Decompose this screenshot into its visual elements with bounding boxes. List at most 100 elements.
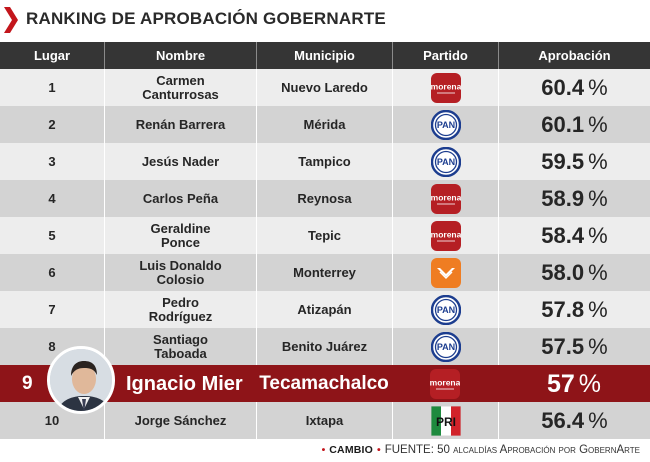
name-line: Jesús Nader	[141, 153, 220, 169]
table-header: Lugar Nombre Municipio Partido Aprobació…	[0, 42, 650, 69]
approval-value: 57	[546, 369, 575, 398]
svg-text:morena: morena	[431, 192, 461, 202]
table-row: 2 Renán Barrera Mérida PAN 60.1%	[0, 106, 650, 143]
morena-logo-icon: morena	[430, 368, 460, 399]
approval-value: 58.4	[541, 222, 585, 248]
table-row: 8 Santiago Taboada Benito Juárez PAN 57.5%	[0, 328, 650, 365]
source-note: FUENTE: 50 alcaldías Aprobación por Gobe…	[384, 444, 640, 456]
name-line: Carlos Peña	[142, 190, 219, 206]
percent-sign: %	[588, 333, 608, 359]
pan-logo-icon: PAN	[430, 109, 461, 140]
cell-lugar: 9	[22, 372, 33, 394]
header-aprobacion: Aprobación	[498, 42, 650, 69]
name-line: Renán Barrera	[135, 116, 226, 132]
percent-sign: %	[588, 296, 608, 322]
party-logo: morena	[392, 217, 498, 254]
name-line: Ponce	[160, 234, 200, 250]
svg-text:PRI: PRI	[435, 415, 455, 429]
bullet: •	[377, 444, 381, 456]
cell-municipio: Mérida	[256, 106, 392, 143]
cell-lugar: 8	[48, 338, 56, 354]
cell-nombre: Jorge Sánchez	[104, 402, 256, 439]
party-logo: morena	[392, 69, 498, 106]
svg-text:PAN: PAN	[436, 157, 454, 167]
cell-lugar: 1	[48, 79, 56, 95]
pan-logo-icon: PAN	[430, 294, 461, 325]
chevron-right-icon	[4, 7, 18, 33]
name-line: Rodríguez	[148, 308, 213, 324]
approval-value: 59.5	[541, 148, 585, 174]
name-text: Pedro Rodríguez	[148, 295, 213, 324]
cell-lugar: 5	[48, 227, 56, 243]
cell-municipio: Reynosa	[256, 180, 392, 217]
name-line: Taboada	[154, 345, 207, 361]
svg-text:PAN: PAN	[436, 120, 454, 130]
cell-aprobacion: 57.8%	[498, 291, 650, 328]
cell-aprobacion: 57.5%	[498, 328, 650, 365]
cell-municipio: Tecamachalco	[259, 372, 389, 394]
cell-aprobacion: 57%	[498, 365, 650, 402]
name-line: Carmen	[156, 72, 205, 88]
table-row: 3 Jesús Nader Tampico PAN 59.5%	[0, 143, 650, 180]
page-title: RANKING DE APROBACIÓN GOBERNARTE	[26, 9, 386, 28]
table-row: 7 Pedro Rodríguez Atizapán PAN 57.8%	[0, 291, 650, 328]
cell-aprobacion: 58.9%	[498, 180, 650, 217]
name-line: Jorge Sánchez	[134, 412, 227, 428]
svg-text:morena: morena	[430, 377, 460, 387]
approval-value: 57.8	[541, 296, 585, 322]
cell-lugar: 10	[44, 412, 60, 428]
bullet: •	[321, 444, 326, 456]
cell-municipio: Nuevo Laredo	[256, 69, 392, 106]
cell-nombre: Carlos Peña	[104, 180, 256, 217]
cell-aprobacion: 56.4%	[498, 402, 650, 439]
svg-text:morena: morena	[431, 229, 461, 239]
percent-sign: %	[588, 259, 608, 285]
cell-lugar: 6	[48, 264, 56, 280]
header-partido: Partido	[392, 42, 498, 69]
cell-nombre: Ignacio Mier	[118, 365, 262, 402]
name-line: Ignacio Mier	[126, 372, 243, 395]
name-text: Carmen Canturrosas	[142, 72, 219, 102]
cell-nombre: Luis Donaldo Colosio	[104, 254, 256, 291]
brand-logo: CAMBIO	[329, 444, 374, 456]
header-municipio: Municipio	[256, 42, 392, 69]
header-lugar: Lugar	[33, 48, 71, 63]
party-logo: PAN	[392, 106, 498, 143]
percent-sign: %	[588, 222, 608, 248]
svg-text:PAN: PAN	[436, 305, 454, 315]
approval-value: 58.9	[541, 185, 585, 211]
pri-logo-icon: PRI	[430, 405, 461, 436]
title-bar: RANKING DE APROBACIÓN GOBERNARTE	[0, 0, 650, 40]
footer: • CAMBIO • FUENTE: 50 alcaldías Aprobaci…	[0, 438, 650, 462]
cell-nombre: Renán Barrera	[104, 106, 256, 143]
table-row: 10 Jorge Sánchez Ixtapa PRI 56.4%	[0, 402, 650, 439]
name-text: Ignacio Mier	[126, 372, 243, 395]
cell-aprobacion: 60.1%	[498, 106, 650, 143]
cell-aprobacion: 58.0%	[498, 254, 650, 291]
morena-logo-icon: morena	[430, 183, 461, 214]
approval-value: 60.4	[541, 74, 585, 100]
name-text: Jesús Nader	[141, 153, 220, 169]
table-row: 6 Luis Donaldo Colosio Monterrey 58.0%	[0, 254, 650, 291]
approval-value: 57.5	[541, 333, 585, 359]
cell-aprobacion: 58.4%	[498, 217, 650, 254]
cell-nombre: Pedro Rodríguez	[104, 291, 256, 328]
name-text: Santiago Taboada	[153, 331, 208, 361]
cell-aprobacion: 59.5%	[498, 143, 650, 180]
name-line: Geraldine	[150, 220, 211, 236]
name-text: Jorge Sánchez	[134, 412, 227, 428]
cell-municipio: Benito Juárez	[256, 328, 392, 365]
name-text: Carlos Peña	[142, 190, 219, 206]
name-text: Geraldine Ponce	[150, 220, 211, 250]
avatar	[47, 346, 115, 414]
name-line: Santiago	[153, 331, 208, 347]
table-row: 1 Carmen Canturrosas Nuevo Laredo morena 60.4…	[0, 69, 650, 106]
party-logo: PRI	[392, 402, 498, 439]
party-logo: morena	[392, 180, 498, 217]
approval-value: 60.1	[541, 111, 585, 137]
party-logo: PAN	[392, 291, 498, 328]
header-nombre: Nombre	[104, 42, 256, 69]
cell-lugar: 7	[48, 301, 56, 317]
cell-lugar: 3	[48, 153, 56, 169]
movimiento-ciudadano-logo-icon	[430, 257, 461, 288]
